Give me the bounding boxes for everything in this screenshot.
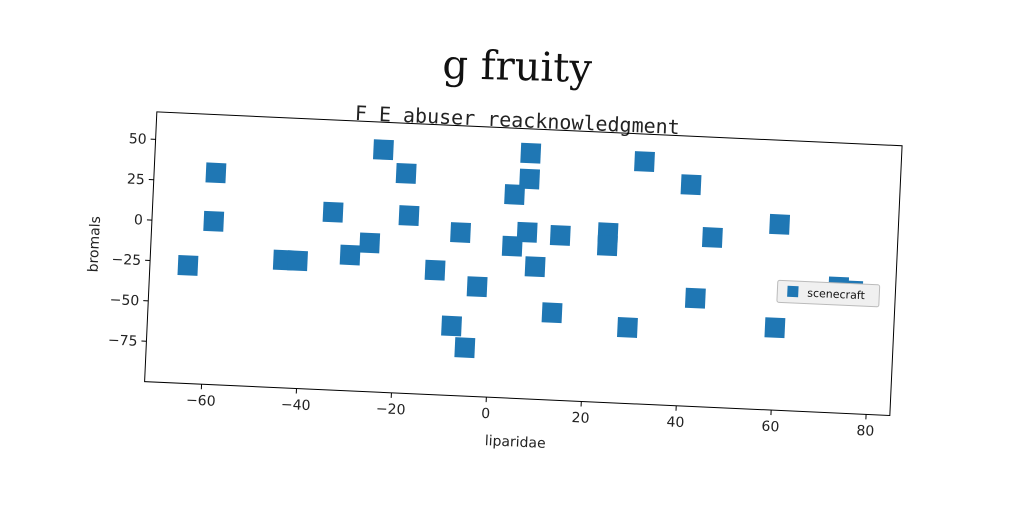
x-tick-label: 20: [571, 410, 590, 427]
data-point: [634, 151, 655, 173]
data-point: [764, 317, 786, 339]
chart-container: −60 −40 −20 0 20 40 60 80 50 25 0 −25 −50 −75 lipari…: [76, 97, 921, 484]
legend: scenecraft: [776, 279, 881, 308]
data-point: [769, 213, 791, 235]
data-point: [504, 184, 526, 205]
x-tick-label: 60: [761, 419, 780, 436]
data-point: [450, 222, 471, 243]
x-tick-label: 80: [856, 423, 875, 440]
data-point: [680, 174, 702, 196]
y-tick-label: −75: [108, 333, 138, 350]
y-tick-label: 0: [134, 212, 144, 228]
data-point: [287, 250, 308, 272]
data-point: [596, 235, 618, 257]
data-point: [339, 244, 361, 266]
data-point: [424, 259, 446, 281]
x-axis-label: liparidae: [484, 433, 546, 452]
data-point: [684, 287, 706, 309]
data-point: [701, 227, 723, 248]
x-tick-label: 0: [481, 406, 491, 422]
data-point: [519, 168, 541, 190]
data-point: [203, 210, 225, 232]
data-point: [516, 221, 538, 243]
data-point: [617, 317, 638, 338]
y-axis-label: bromals: [86, 216, 105, 273]
data-point: [398, 205, 420, 227]
x-tick-label: −40: [281, 397, 311, 414]
x-tick-label: −20: [376, 401, 406, 418]
y-tick-label: 25: [127, 172, 146, 189]
legend-label: scenecraft: [807, 287, 866, 303]
data-point: [441, 315, 462, 337]
data-point: [454, 337, 476, 359]
data-point: [541, 302, 563, 324]
data-point: [395, 162, 417, 184]
data-point: [205, 162, 227, 184]
data-point: [177, 255, 199, 276]
data-point: [524, 256, 546, 278]
y-tick-label: −50: [109, 292, 139, 309]
legend-box: [776, 279, 881, 308]
legend-marker: [787, 285, 799, 298]
data-point: [466, 276, 488, 298]
data-point: [322, 201, 344, 223]
y-tick-label: 50: [128, 131, 147, 148]
data-point: [372, 139, 394, 161]
data-point: [549, 224, 571, 246]
y-tick-label: −25: [111, 252, 141, 269]
x-axis-ticks: −60 −40 −20 0 20 40 60 80: [186, 384, 875, 440]
plot-frame: [144, 111, 903, 416]
y-axis-ticks: 50 25 0 −25 −50 −75: [108, 131, 156, 350]
x-tick-label: 40: [666, 414, 685, 431]
scatter-chart: −60 −40 −20 0 20 40 60 80 50 25 0 −25 −50 −75 lipari…: [86, 111, 903, 452]
markers-layer: [177, 139, 864, 359]
data-point: [359, 232, 381, 254]
x-tick-label: −60: [186, 393, 216, 410]
data-point: [520, 142, 542, 164]
